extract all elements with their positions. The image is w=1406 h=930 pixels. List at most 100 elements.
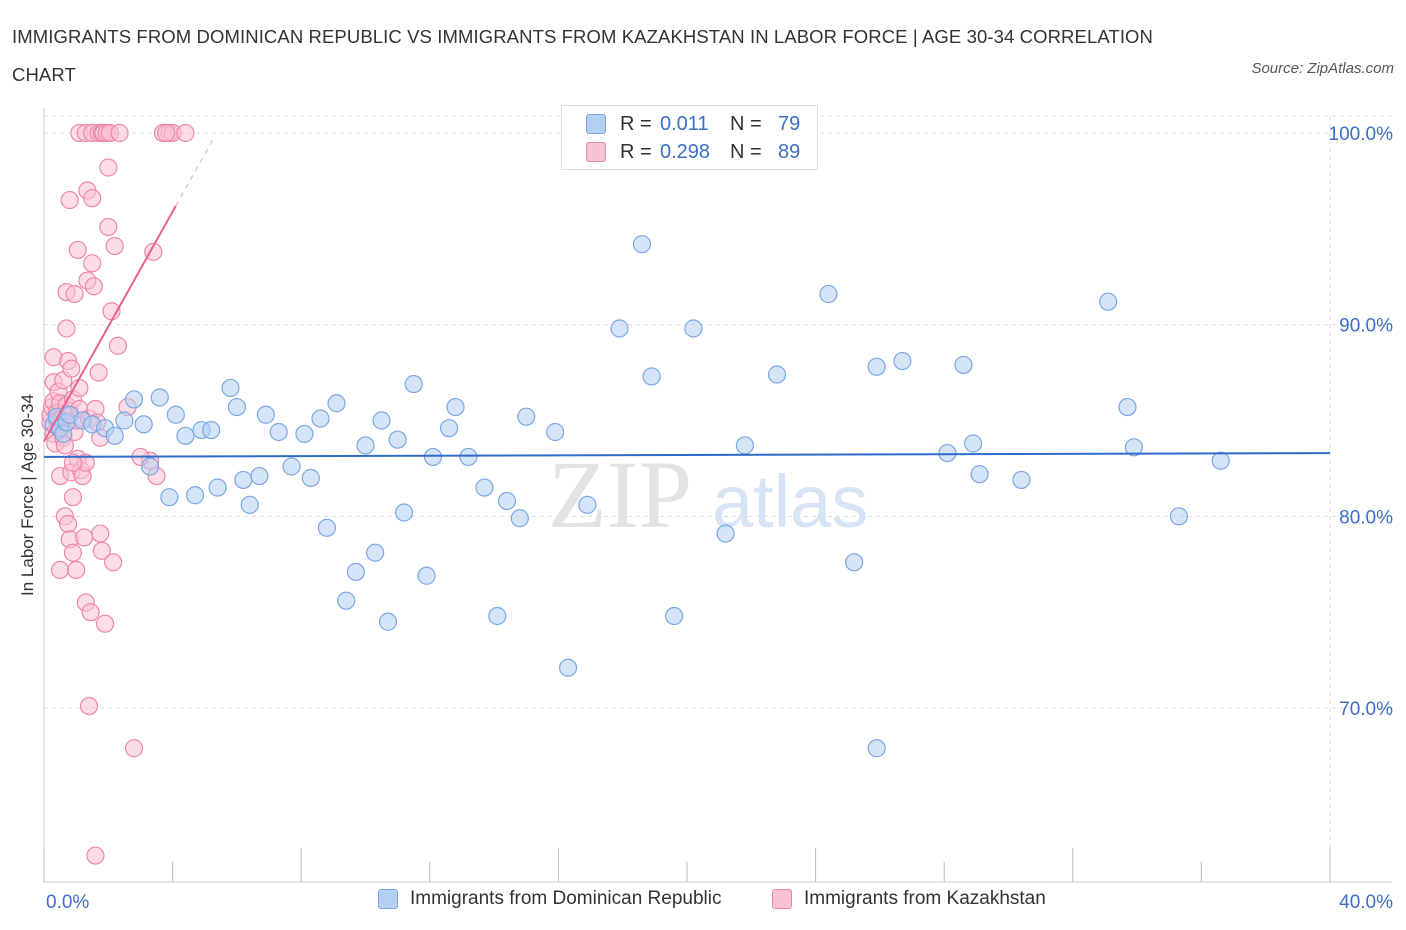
data-point-dominican xyxy=(1211,451,1230,470)
legend-row-dominican: R = 0.011 N = 79 xyxy=(586,111,800,137)
data-point-kazakhstan xyxy=(65,284,84,304)
data-point-kazakhstan xyxy=(50,560,70,580)
data-point-dominican xyxy=(423,447,443,467)
legend-label-kazakhstan: Immigrants from Kazakhstan xyxy=(804,888,1046,909)
data-point-dominican xyxy=(446,397,465,417)
y-axis-label: In Labor Force | Age 30-34 xyxy=(18,394,37,596)
data-point-dominican xyxy=(1099,292,1118,311)
data-point-kazakhstan xyxy=(84,277,103,296)
legend-swatch-blue xyxy=(378,889,398,909)
data-point-dominican xyxy=(610,319,629,338)
data-point-dominican xyxy=(124,390,144,409)
data-point-dominican xyxy=(115,411,134,430)
data-point-kazakhstan xyxy=(57,319,76,338)
data-point-dominican xyxy=(954,355,973,375)
legend-swatch-pink xyxy=(586,142,606,162)
data-point-kazakhstan xyxy=(83,189,102,208)
watermark-atlas: atlas xyxy=(712,460,868,543)
legend-swatch-pink xyxy=(772,889,792,909)
data-point-dominican xyxy=(475,478,494,497)
data-point-dominican xyxy=(819,284,838,304)
data-point-kazakhstan xyxy=(59,514,78,534)
y-tick-labels: 100.0% 90.0% 80.0% 70.0% xyxy=(1329,124,1394,720)
legend-label-dominican: Immigrants from Dominican Republic xyxy=(410,888,722,909)
data-point-kazakhstan xyxy=(157,123,176,143)
chart-title: IMMIGRANTS FROM DOMINICAN REPUBLIC VS IM… xyxy=(12,26,1154,85)
data-point-dominican xyxy=(964,434,983,453)
data-point-dominican xyxy=(372,411,391,430)
data-point-dominican xyxy=(970,465,989,484)
data-point-kazakhstan xyxy=(124,739,144,758)
y-tick-label: 90.0% xyxy=(1339,316,1393,337)
data-point-kazakhstan xyxy=(99,217,118,237)
data-point-dominican xyxy=(1012,470,1031,490)
data-point-dominican xyxy=(140,457,160,476)
data-point-kazakhstan xyxy=(75,528,94,547)
data-point-dominican xyxy=(1169,507,1188,526)
legend-item-dominican[interactable]: Immigrants from Dominican Republic xyxy=(378,888,722,910)
trend-line-dominican xyxy=(43,452,1331,458)
data-point-dominican xyxy=(578,495,597,514)
data-point-dominican xyxy=(356,436,375,455)
data-point-dominican xyxy=(295,424,314,444)
data-point-dominican xyxy=(642,367,661,386)
series-dominican-points xyxy=(44,235,1230,758)
data-point-kazakhstan xyxy=(105,236,124,256)
x-tick-label: 40.0% xyxy=(1339,892,1393,913)
data-point-kazakhstan xyxy=(91,524,110,543)
data-point-dominican xyxy=(227,397,246,417)
data-point-dominican xyxy=(311,409,330,428)
y-tick-label: 70.0% xyxy=(1339,699,1393,720)
trend-lines xyxy=(43,136,1331,458)
x-tick-label: 0.0% xyxy=(46,892,89,913)
data-point-kazakhstan xyxy=(63,543,83,562)
y-tick-label: 100.0% xyxy=(1329,124,1394,145)
data-point-dominican xyxy=(202,420,221,440)
data-point-dominican xyxy=(317,518,337,537)
x-tick-labels: 0.0% 40.0% xyxy=(46,892,1393,913)
legend-n-value: 89 xyxy=(778,140,801,163)
legend-r-value: 0.011 xyxy=(660,112,709,135)
data-point-dominican xyxy=(938,443,957,463)
trend-line-kazakhstan xyxy=(43,205,177,443)
legend-n-value: 79 xyxy=(778,112,801,135)
legend-swatch-blue xyxy=(586,114,606,134)
data-point-dominican xyxy=(366,543,385,562)
series-legend: Immigrants from Dominican Republic Immig… xyxy=(0,888,1406,916)
data-point-dominican xyxy=(327,394,346,413)
legend-r-label: R = xyxy=(620,140,652,163)
data-point-dominican xyxy=(716,524,735,543)
data-point-dominican xyxy=(735,436,754,455)
data-point-dominican xyxy=(378,612,398,631)
data-point-dominican xyxy=(208,478,227,497)
data-point-kazakhstan xyxy=(95,614,115,633)
data-point-kazakhstan xyxy=(99,158,118,177)
data-point-kazakhstan xyxy=(63,453,83,472)
data-point-dominican xyxy=(388,430,407,449)
data-point-kazakhstan xyxy=(83,254,102,273)
data-point-kazakhstan xyxy=(63,488,83,507)
legend-item-kazakhstan[interactable]: Immigrants from Kazakhstan xyxy=(772,888,1046,910)
data-point-dominican xyxy=(1124,438,1143,457)
data-point-dominican xyxy=(546,422,565,442)
data-point-dominican xyxy=(558,658,578,677)
data-point-kazakhstan xyxy=(110,123,129,143)
data-point-dominican xyxy=(632,235,652,254)
data-point-kazakhstan xyxy=(144,242,163,261)
data-point-kazakhstan xyxy=(104,553,123,572)
data-point-dominican xyxy=(893,351,912,371)
legend-row-kazakhstan: R = 0.298 N = 89 xyxy=(586,139,800,165)
data-point-kazakhstan xyxy=(86,846,105,865)
data-point-dominican xyxy=(282,457,301,476)
data-point-kazakhstan xyxy=(89,363,108,382)
data-point-dominican xyxy=(166,405,185,424)
data-point-dominican xyxy=(459,447,478,467)
data-point-kazakhstan xyxy=(92,541,111,560)
data-point-dominican xyxy=(240,495,259,514)
data-point-dominican xyxy=(150,388,169,407)
data-point-dominican xyxy=(186,486,205,505)
data-point-dominican xyxy=(234,470,253,490)
axes xyxy=(43,108,1392,883)
source-label: Source: ZipAtlas.com xyxy=(1251,60,1394,77)
